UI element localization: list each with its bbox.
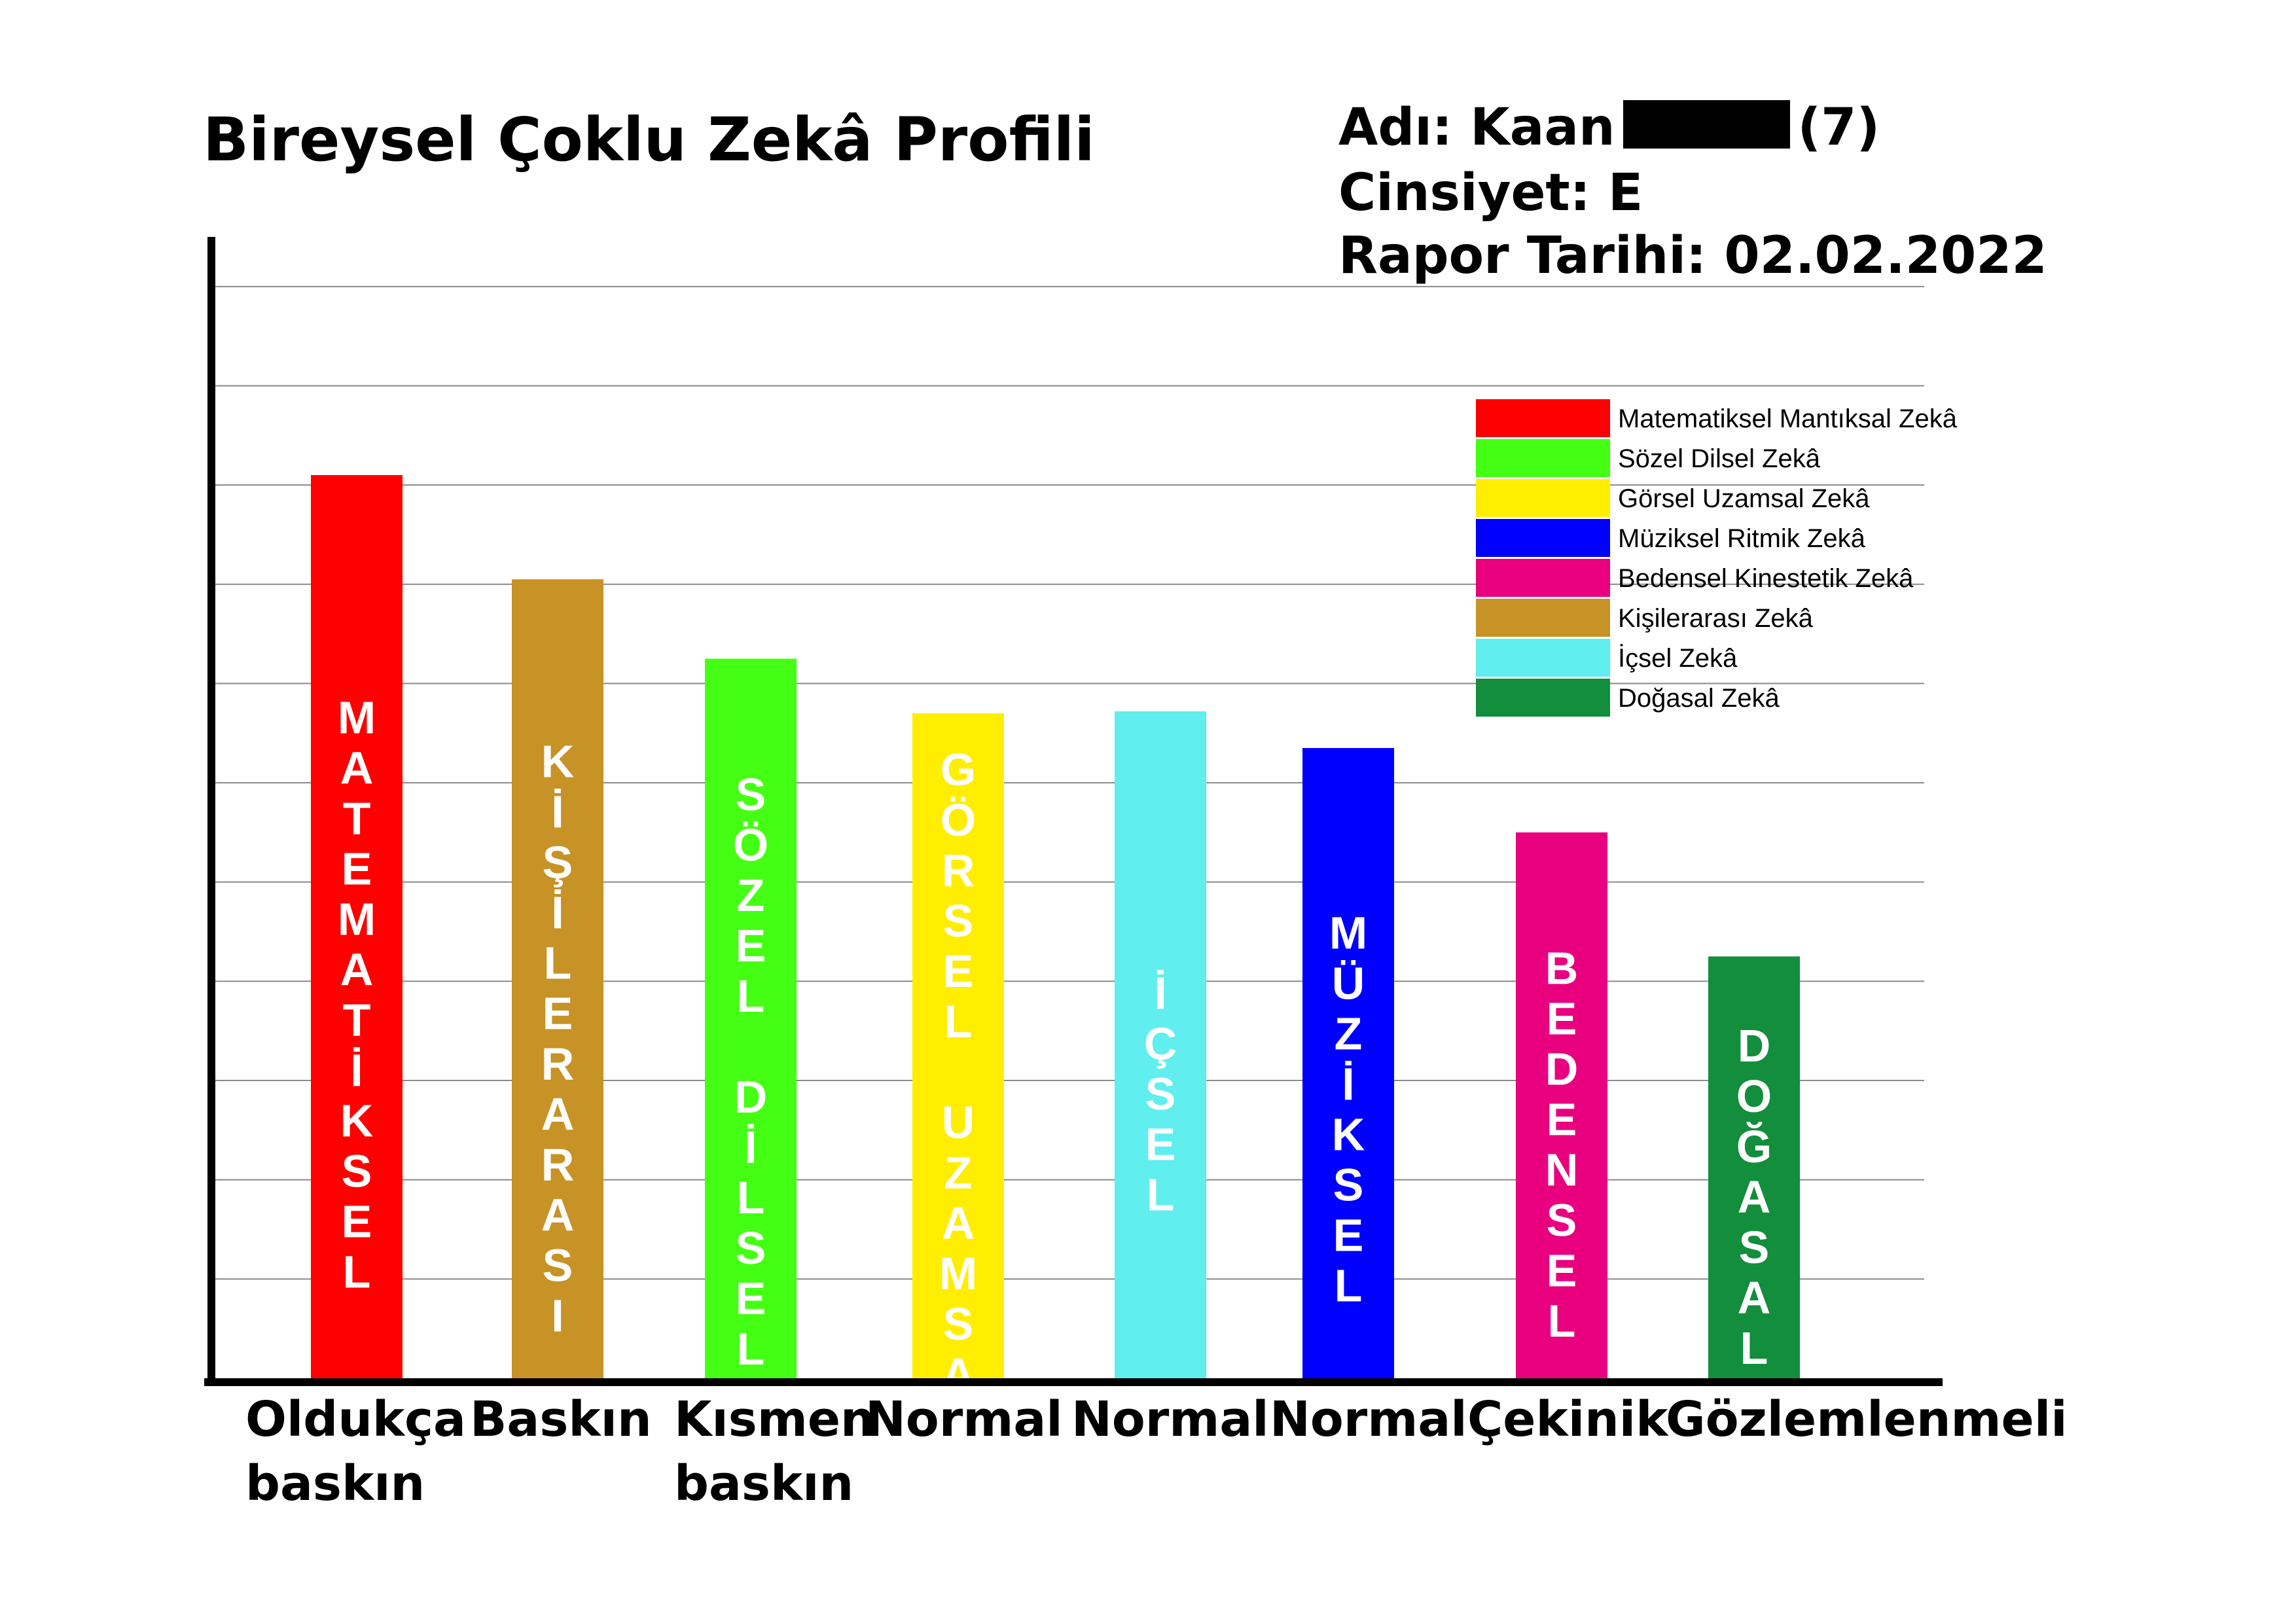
legend-entry: İçsel Zekâ [1476,639,1738,677]
x-category-label: Oldukça baskın [245,1391,466,1512]
legend-label: Matematiksel Mantıksal Zekâ [1618,404,1958,433]
bar [1115,711,1206,1378]
gender-line: Cinsiyet: E [1338,164,1643,223]
student-name-line: Adı: Kaan (7) [1338,98,1880,157]
legend-swatch [1476,479,1610,517]
bar [512,579,603,1379]
legend-entry: Görsel Uzamsal Zekâ [1476,479,1870,517]
bars-group: M A T E M A T İ K S E L K İ Ş İ L E R A R A S I S Ö Z E L D İ L S E L G Ö R S… [311,474,1800,1450]
legend-entry: Bedensel Kinestetik Zekâ [1476,559,1914,597]
legend: Matematiksel Mantıksal Zekâ Sözel Dilsel … [1476,399,1958,717]
legend-label: İçsel Zekâ [1618,643,1738,673]
legend-swatch [1476,399,1610,437]
legend-swatch [1476,599,1610,637]
x-category-label: Baskın [470,1391,652,1448]
bar [311,474,403,1378]
bar [1708,956,1800,1378]
legend-label: Kişilerarası Zekâ [1618,604,1814,633]
legend-label: Bedensel Kinestetik Zekâ [1618,564,1914,593]
legend-entry: Sözel Dilsel Zekâ [1476,439,1821,477]
legend-swatch [1476,639,1610,677]
x-category-label: Kısmen baskın [674,1391,875,1512]
legend-label: Doğasal Zekâ [1618,684,1780,713]
bar [1302,748,1394,1378]
legend-entry: Kişilerarası Zekâ [1476,599,1814,637]
axes [204,237,1943,1386]
legend-label: Müziksel Ritmik Zekâ [1618,524,1866,553]
legend-entry: Doğasal Zekâ [1476,679,1780,717]
page-title: Bireysel Çoklu Zekâ Profili [203,105,1095,175]
bar [705,658,797,1378]
legend-label: Görsel Uzamsal Zekâ [1618,484,1870,513]
legend-entry: Müziksel Ritmik Zekâ [1476,519,1866,557]
legend-swatch [1476,439,1610,477]
legend-entry: Matematiksel Mantıksal Zekâ [1476,399,1958,437]
legend-swatch [1476,519,1610,557]
student-age: (7) [1797,98,1880,157]
x-category-label: Normal [1270,1391,1467,1448]
student-name: Adı: Kaan [1338,98,1615,157]
report-date-line: Rapor Tarihi: 02.02.2022 [1338,226,2047,285]
x-category-label: Gözlemlenmeli [1666,1391,2068,1448]
legend-swatch [1476,679,1610,717]
x-category-label: Normal [1071,1391,1269,1448]
gridlines [211,285,1924,1280]
x-category-label: Çekinik [1467,1391,1668,1448]
bar [1516,832,1607,1378]
legend-swatch [1476,559,1610,597]
legend-label: Sözel Dilsel Zekâ [1618,444,1821,473]
redacted-surname [1623,100,1790,149]
x-category-label: Normal [865,1391,1063,1448]
bar [912,713,1004,1378]
